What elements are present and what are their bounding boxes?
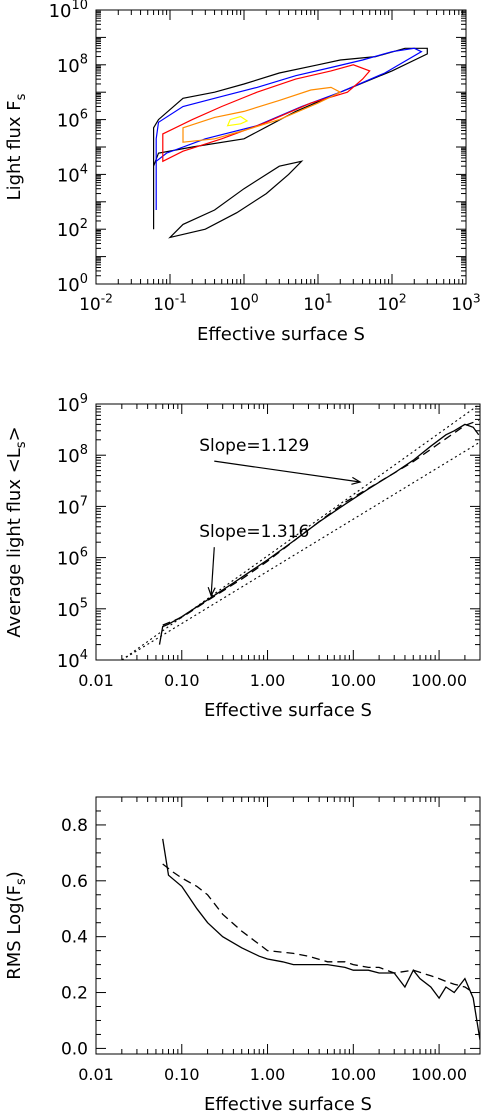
series-line-dotted xyxy=(121,404,480,660)
x-axis-label: Effective surface S xyxy=(204,700,372,721)
x-tick-label: 0.01 xyxy=(78,671,114,690)
y-tick-label: 106 xyxy=(57,108,88,132)
x-tick-label: 100 xyxy=(229,291,258,315)
slope-annotation: Slope=1.316 xyxy=(199,522,309,542)
x-tick-label: 10-2 xyxy=(79,291,113,315)
x-tick-label: 10-1 xyxy=(153,291,187,315)
slope-annotation: Slope=1.129 xyxy=(199,436,309,456)
plot-frame xyxy=(95,403,481,661)
contour-peak xyxy=(226,115,249,127)
x-axis-label: Effective surface S xyxy=(197,324,365,345)
y-tick-label: 1010 xyxy=(49,0,88,22)
y-tick-label: 104 xyxy=(57,648,88,672)
series-line-dashed xyxy=(162,863,474,994)
annotation-arrow xyxy=(214,460,361,483)
contour-outer-noise xyxy=(168,160,304,239)
contour-mid xyxy=(155,47,423,210)
plot-area xyxy=(162,838,480,1041)
x-tick-label: 101 xyxy=(303,291,332,315)
annotation-arrowhead xyxy=(351,476,362,485)
x-tick-label: 103 xyxy=(451,291,480,315)
y-tick-label: 100 xyxy=(57,272,88,296)
series-line-solid xyxy=(162,838,480,1041)
y-tick-label: 109 xyxy=(57,392,88,416)
y-tick-label: 105 xyxy=(57,597,88,621)
y-tick-label: 0.2 xyxy=(61,984,88,1004)
y-axis-label: RMS Log(Fs) xyxy=(4,871,29,980)
y-tick-label: 106 xyxy=(57,546,88,570)
plot-frame xyxy=(95,796,481,1055)
panel-3: 0.01 0.10 1.00 10.00 100.00 0.0 0.2 0.4 0.6 0.8 Ef… xyxy=(4,796,481,1115)
x-tick-label: 1.00 xyxy=(250,1065,286,1084)
plot-area xyxy=(153,47,428,239)
annotation-arrow xyxy=(210,547,215,596)
y-tick-label: 0.4 xyxy=(61,928,88,948)
annotation-arrowhead xyxy=(207,587,216,598)
y-tick-label: 108 xyxy=(57,53,88,77)
y-tick-label: 108 xyxy=(57,443,88,467)
y-tick-label: 0.8 xyxy=(61,816,88,836)
x-tick-label: 0.10 xyxy=(164,1065,200,1084)
panel-1: 10-2 10-1 100 101 102 103 100 102 104 106 108 1010 E… xyxy=(4,0,481,345)
x-tick-label: 100.00 xyxy=(411,671,467,690)
series-line-dashed xyxy=(162,419,479,626)
y-axis-label: Average light flux <Ls> xyxy=(4,426,29,637)
y-tick-label: 0.6 xyxy=(61,872,88,892)
y-tick-label: 0.0 xyxy=(61,1039,88,1059)
contour-outer xyxy=(153,47,428,230)
y-tick-label: 102 xyxy=(57,217,88,241)
y-axis-label: Light flux Fs xyxy=(4,93,29,200)
y-tick-label: 107 xyxy=(57,494,88,518)
x-tick-label: 0.01 xyxy=(78,1065,114,1084)
series-line-dotted xyxy=(121,441,480,660)
plot-frame xyxy=(95,9,467,285)
x-tick-label: 0.10 xyxy=(164,671,200,690)
x-tick-label: 10.00 xyxy=(330,671,376,690)
x-axis-label: Effective surface S xyxy=(204,1094,372,1115)
x-tick-label: 100.00 xyxy=(411,1065,467,1084)
y-tick-label: 104 xyxy=(57,162,88,186)
plot-area xyxy=(121,404,480,660)
contour-core xyxy=(182,86,342,143)
x-tick-label: 102 xyxy=(377,291,406,315)
x-tick-label: 1.00 xyxy=(250,671,286,690)
x-tick-label: 10.00 xyxy=(330,1065,376,1084)
panel-2: 0.01 0.10 1.00 10.00 100.00 104 105 106 107 108 10… xyxy=(4,392,481,721)
